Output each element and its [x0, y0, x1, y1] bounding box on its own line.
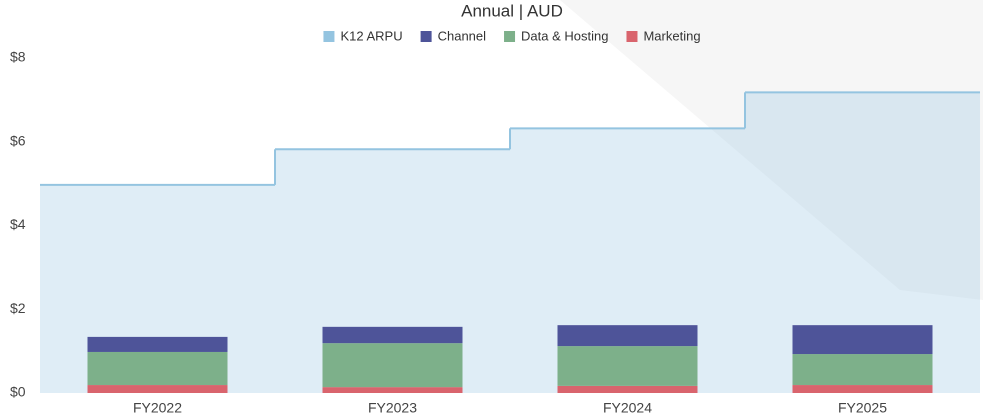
legend-label: K12 ARPU [340, 28, 402, 43]
bar-segment [87, 385, 228, 393]
bar-segment [322, 326, 463, 344]
legend-swatch [626, 31, 638, 42]
bar-segment [792, 325, 933, 355]
y-tick-label: $4 [10, 216, 26, 232]
legend: K12 ARPU Channel Data & Hosting Marketing [323, 28, 701, 43]
x-tick-label: FY2023 [368, 400, 417, 416]
x-tick-label: FY2024 [603, 400, 652, 416]
legend-item: Marketing [626, 28, 701, 43]
bar-segment [322, 387, 463, 393]
legend-swatch [323, 31, 335, 42]
bar-segment [87, 336, 228, 352]
chart-title: Annual | AUD [461, 1, 563, 20]
bar-segment [557, 385, 698, 393]
y-tick-label: $0 [10, 384, 26, 400]
bar-segment [557, 325, 698, 347]
bar-segment [322, 343, 463, 388]
bar-segment [792, 354, 933, 386]
legend-label: Channel [438, 28, 487, 43]
legend-label: Marketing [643, 28, 700, 43]
legend-item: K12 ARPU [323, 28, 403, 43]
legend-item: Channel [420, 28, 487, 43]
bar-segment [792, 385, 933, 393]
background-shape [560, 0, 983, 300]
y-tick-label: $8 [10, 49, 26, 65]
legend-swatch [420, 31, 432, 42]
legend-item: Data & Hosting [504, 28, 608, 43]
y-tick-label: $6 [10, 132, 26, 148]
legend-swatch [504, 31, 516, 42]
x-tick-label: FY2025 [838, 400, 887, 416]
legend-label: Data & Hosting [521, 28, 608, 43]
x-tick-label: FY2022 [133, 400, 182, 416]
bar-segment [87, 351, 228, 386]
y-tick-label: $2 [10, 300, 26, 316]
bar-segment [557, 346, 698, 386]
